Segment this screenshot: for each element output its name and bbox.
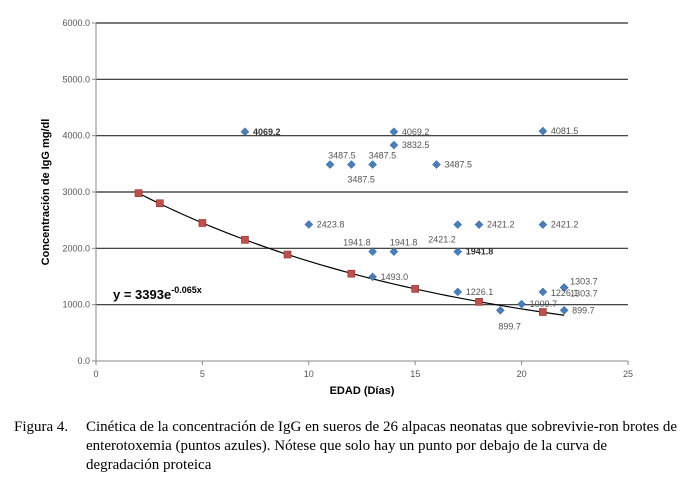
sample-point: [559, 305, 569, 315]
trend-point: [134, 189, 143, 197]
x-axis-ticks: 0 5 10 15 20 25: [93, 361, 633, 379]
sample-point: [538, 126, 548, 136]
figure-number: Figura 4.: [14, 419, 69, 435]
y-axis-title: Concentración de IgG mg/dl: [40, 119, 52, 266]
y-tick-label: 5000.0: [62, 74, 90, 84]
data-label: 2421.2: [551, 220, 579, 230]
sample-point: [495, 305, 505, 315]
sample-point: [453, 220, 463, 229]
sample-point: [517, 299, 526, 309]
y-tick-label: 4000.0: [62, 131, 90, 141]
trend-point: [347, 269, 356, 278]
data-label: 1303.7: [570, 289, 598, 299]
data-label: 2423.8: [317, 219, 345, 229]
sample-point: [240, 127, 250, 137]
data-label: 1009.7: [530, 299, 558, 309]
y-tick-label: 2000.0: [62, 243, 90, 253]
data-label: 4069.2: [402, 127, 430, 137]
sample-point: [347, 160, 356, 169]
data-label: 3832.5: [402, 140, 430, 150]
data-label: 1493.0: [381, 272, 409, 282]
y-tick-label: 0.0: [77, 356, 90, 366]
x-tick-label: 5: [200, 369, 205, 379]
sample-point: [432, 160, 441, 169]
data-label: 2421.2: [487, 220, 515, 230]
sample-point: [559, 283, 569, 292]
y-tick-label: 6000.0: [62, 18, 90, 28]
gridlines: [96, 22, 628, 306]
figure-caption-text: Cinética de la concentración de IgG en s…: [86, 419, 678, 473]
trendline-equation: y = 3393e-0.065x: [113, 285, 202, 302]
data-label: 4069.2: [253, 127, 281, 137]
x-axis-title: EDAD (Días): [330, 385, 395, 397]
data-label: 1941.8: [390, 238, 418, 248]
trend-point: [283, 250, 292, 259]
trend-point: [475, 298, 483, 306]
data-label: 1303.7: [570, 277, 598, 287]
sample-point: [389, 247, 399, 256]
equation-exponent: -0.065x: [171, 285, 202, 295]
y-tick-label: 1000.0: [62, 300, 90, 310]
sample-point: [368, 272, 377, 282]
y-axis-ticks: 0.0 1000.0 2000.0 3000.0 4000.0 5000.0 6000.0: [62, 18, 96, 366]
sample-point: [453, 247, 463, 256]
trend-point: [156, 199, 164, 208]
data-label: 899.7: [498, 321, 521, 331]
sample-point: [325, 160, 335, 169]
data-label: 3487.5: [369, 151, 397, 161]
sample-point: [368, 247, 377, 256]
data-label: 3487.5: [444, 160, 472, 170]
data-label: 899.7: [572, 305, 595, 315]
data-label: 1941.8: [466, 247, 494, 257]
trendline-curve: [138, 192, 565, 316]
data-label: 2421.2: [428, 235, 456, 245]
sample-point: [368, 160, 377, 169]
trend-series-points: [134, 189, 547, 316]
trend-point: [411, 285, 420, 293]
x-tick-label: 10: [304, 369, 314, 379]
sample-point: [389, 127, 399, 137]
trend-point: [198, 219, 207, 227]
equation-base: y = 3393e: [113, 287, 171, 302]
sample-point: [304, 220, 314, 229]
data-label: 1226.1: [551, 288, 579, 298]
sample-point: [474, 220, 484, 229]
data-label: 1941.8: [343, 238, 371, 248]
y-tick-label: 3000.0: [62, 187, 90, 197]
x-tick-label: 0: [93, 369, 98, 379]
sample-series-points: [240, 126, 569, 315]
sample-point: [538, 287, 548, 297]
data-labels: 4069.2 2423.8 3487.5 3487.5 3487.5 1941.8 1493…: [253, 126, 598, 331]
trend-point: [241, 236, 249, 244]
sample-point: [538, 220, 548, 229]
data-label: 3487.5: [328, 151, 356, 161]
x-tick-label: 15: [410, 369, 420, 379]
data-label: 3487.5: [347, 175, 375, 185]
x-tick-label: 25: [623, 369, 633, 379]
data-label: 4081.5: [551, 126, 579, 136]
sample-point: [453, 287, 463, 297]
sample-point: [389, 140, 399, 150]
data-label: 1226.1: [466, 287, 494, 297]
x-tick-label: 20: [517, 369, 527, 379]
igg-kinetics-chart: 0.01000.02000.03000.04000.05000.06000.0 …: [40, 18, 633, 397]
trend-point: [539, 308, 547, 316]
